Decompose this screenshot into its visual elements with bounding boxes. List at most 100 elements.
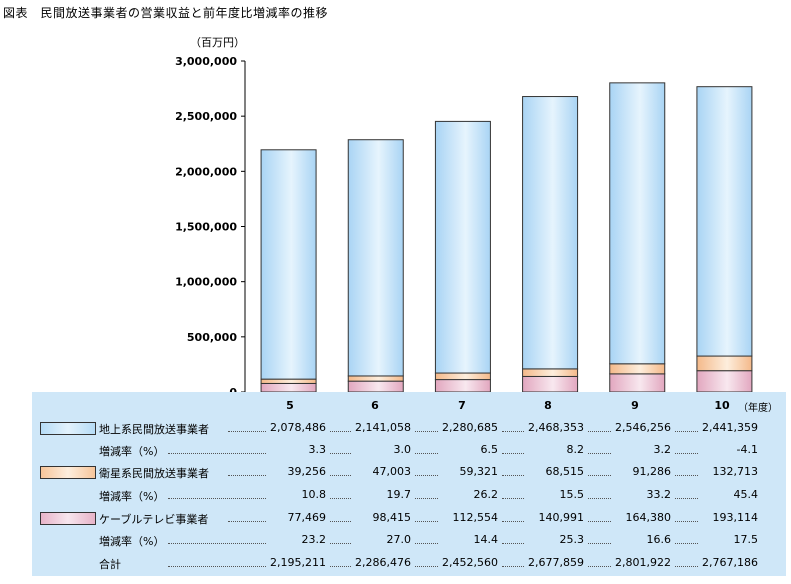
- table-cell: 15.5: [559, 488, 585, 501]
- table-cell: 2,195,211: [270, 556, 326, 569]
- leader-dots: [588, 498, 611, 499]
- table-cell: 8.2: [566, 443, 585, 456]
- leader-dots: [675, 475, 698, 476]
- table-cell: 2,280,685: [442, 421, 498, 434]
- leader-dots: [675, 521, 698, 522]
- leader-dots: [228, 521, 266, 522]
- legend-swatch-pink: [40, 512, 96, 525]
- table-cell: 98,415: [372, 511, 412, 524]
- leader-dots: [502, 543, 524, 544]
- leader-dots: [588, 453, 611, 454]
- leader-dots: [168, 566, 266, 567]
- table-cell: 3.3: [308, 443, 327, 456]
- y-tick-label: 500,000: [187, 331, 237, 344]
- table-cell: 23.2: [301, 533, 327, 546]
- table-cell: 17.5: [733, 533, 759, 546]
- legend-swatch-blue: [40, 422, 96, 435]
- legend-swatch-orange: [40, 466, 96, 479]
- bar-segment: [260, 378, 317, 384]
- table-cell: 193,114: [712, 511, 759, 524]
- row-label: 増減率（%）: [99, 535, 165, 548]
- bar-segment: [696, 86, 753, 357]
- table-cell: 2,677,859: [528, 556, 584, 569]
- table-cell: 68,515: [545, 465, 585, 478]
- leader-dots: [228, 431, 266, 432]
- y-axis-unit: （百万円）: [190, 36, 245, 49]
- table-cell: 2,546,256: [615, 421, 671, 434]
- leader-dots: [330, 543, 351, 544]
- leader-dots: [675, 453, 698, 454]
- table-cell: 3.0: [393, 443, 412, 456]
- row-label: 地上系民間放送事業者: [99, 423, 209, 436]
- table-cell: 91,286: [632, 465, 672, 478]
- table-cell: 2,286,476: [355, 556, 411, 569]
- table-cell: 6.5: [480, 443, 499, 456]
- row-label: 衛星系民間放送事業者: [99, 467, 209, 480]
- bar-segment: [434, 379, 491, 393]
- stacked-bar-chart: 0500,0001,000,0001,500,0002,000,0002,500…: [175, 55, 753, 399]
- table-cell: 164,380: [625, 511, 672, 524]
- y-tick-label: 2,500,000: [175, 110, 237, 123]
- leader-dots: [502, 475, 524, 476]
- category-label: 8: [544, 399, 552, 412]
- leader-dots: [588, 475, 611, 476]
- leader-dots: [588, 566, 611, 567]
- table-cell: 2,452,560: [442, 556, 498, 569]
- leader-dots: [415, 543, 438, 544]
- leader-dots: [675, 566, 698, 567]
- table-cell: 59,321: [459, 465, 499, 478]
- row-label: 増減率（%）: [99, 445, 165, 458]
- table-cell: 19.7: [386, 488, 412, 501]
- table-cell: 3.2: [653, 443, 672, 456]
- table-cell: 132,713: [712, 465, 759, 478]
- year-unit-label: （年度）: [738, 403, 778, 414]
- row-label: 増減率（%）: [99, 490, 165, 503]
- bar-segment: [260, 382, 317, 393]
- leader-dots: [675, 431, 698, 432]
- y-tick-label: 2,000,000: [175, 165, 237, 178]
- table-cell: 140,991: [538, 511, 585, 524]
- leader-dots: [168, 498, 266, 499]
- table-cell: 2,468,353: [528, 421, 584, 434]
- leader-dots: [228, 475, 266, 476]
- table-cell: 47,003: [372, 465, 412, 478]
- table-cell: 2,141,058: [355, 421, 411, 434]
- leader-dots: [675, 543, 698, 544]
- leader-dots: [502, 431, 524, 432]
- table-cell: -4.1: [736, 443, 758, 456]
- bar-segment: [434, 120, 491, 374]
- table-cell: 2,767,186: [702, 556, 758, 569]
- leader-dots: [330, 431, 351, 432]
- leader-dots: [330, 566, 351, 567]
- bar-segment: [347, 380, 404, 393]
- bar-segment: [522, 375, 579, 393]
- bar-segment: [347, 375, 404, 382]
- table-cell: 14.4: [473, 533, 499, 546]
- table-cell: 27.0: [386, 533, 412, 546]
- table-cell: 2,801,922: [615, 556, 671, 569]
- leader-dots: [415, 453, 438, 454]
- y-tick-label: 1,500,000: [175, 221, 237, 234]
- row-label: ケーブルテレビ事業者: [99, 513, 209, 526]
- bar-segment: [609, 373, 666, 393]
- leader-dots: [502, 453, 524, 454]
- leader-dots: [502, 498, 524, 499]
- bar-segment: [609, 363, 666, 375]
- category-label: 7: [458, 399, 466, 412]
- table-cell: 2,078,486: [270, 421, 326, 434]
- table-cell: 39,256: [287, 465, 327, 478]
- chart-title: 図表 民間放送事業者の営業収益と前年度比増減率の推移: [3, 6, 329, 20]
- data-table-panel: [32, 392, 786, 576]
- table-cell: 16.6: [646, 533, 672, 546]
- bar-segment: [347, 139, 404, 377]
- bar-segment: [696, 370, 753, 393]
- category-label: 5: [286, 399, 294, 412]
- leader-dots: [330, 475, 351, 476]
- bar-segment: [522, 96, 579, 370]
- table-cell: 2,441,359: [702, 421, 758, 434]
- table-cell: 25.3: [559, 533, 585, 546]
- leader-dots: [588, 521, 611, 522]
- leader-dots: [330, 498, 351, 499]
- bar-segment: [260, 149, 317, 380]
- table-cell: 10.8: [301, 488, 327, 501]
